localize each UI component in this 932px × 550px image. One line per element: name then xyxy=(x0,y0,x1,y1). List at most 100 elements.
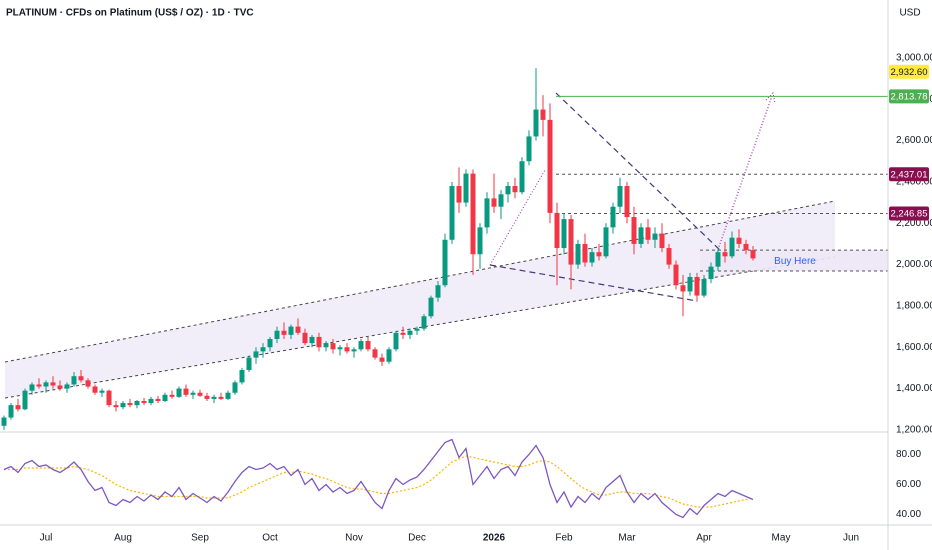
y-tick-label: 1,600.00 xyxy=(896,342,932,353)
candle-body xyxy=(407,330,413,335)
candle-body xyxy=(1,417,7,426)
candle-body xyxy=(400,332,406,335)
candle-body xyxy=(414,328,420,331)
candle-body xyxy=(85,380,91,387)
x-tick-label: Mar xyxy=(618,533,636,544)
candle-body xyxy=(351,349,357,352)
candle-body xyxy=(498,194,504,207)
candle-body xyxy=(134,400,140,406)
candle-body xyxy=(71,376,77,385)
candle-body xyxy=(456,186,462,203)
candle-body xyxy=(526,136,532,162)
candle-body xyxy=(477,227,483,255)
x-tick-label: Jul xyxy=(40,533,53,544)
candle-body xyxy=(666,248,672,265)
y-tick-label: 2,200.00 xyxy=(896,218,932,229)
candle-body xyxy=(428,297,434,317)
candle-body xyxy=(36,384,42,387)
candle-body xyxy=(652,233,658,240)
candle-body xyxy=(330,343,336,350)
candle-body xyxy=(421,316,427,329)
candle-body xyxy=(57,385,63,389)
candle-body xyxy=(568,219,574,265)
price-label-box xyxy=(889,89,929,104)
buy-zone xyxy=(700,250,888,271)
candle-body xyxy=(260,347,266,352)
x-tick-label: Nov xyxy=(345,533,363,544)
candle-body xyxy=(561,219,567,249)
candle-body xyxy=(722,252,728,257)
candle-body xyxy=(589,252,595,263)
candle-body xyxy=(78,376,84,381)
price-label-box xyxy=(889,167,929,182)
candle-body xyxy=(673,264,679,286)
y-tick-label: 1,400.00 xyxy=(896,383,932,394)
x-tick-label: Sep xyxy=(191,533,209,544)
candle-body xyxy=(232,382,238,393)
rsi-tick-label: 40.00 xyxy=(896,509,921,520)
candle-body xyxy=(316,336,322,348)
x-tick-label: Feb xyxy=(555,533,573,544)
candle-body xyxy=(708,266,714,280)
candle-body xyxy=(120,403,126,408)
candle-body xyxy=(358,341,364,350)
candle-body xyxy=(743,243,749,251)
candle-body xyxy=(337,347,343,350)
price-label-box xyxy=(889,206,929,221)
candle-body xyxy=(302,332,308,344)
candle-body xyxy=(393,332,399,350)
candle-body xyxy=(379,357,385,362)
y-tick-label: 1,200.00 xyxy=(896,425,932,436)
candle-body xyxy=(386,349,392,362)
candle-body xyxy=(470,173,476,255)
price-label: 2,932.60 xyxy=(891,67,928,78)
candle-body xyxy=(113,405,119,408)
candle-body xyxy=(365,341,371,350)
candle-body xyxy=(267,338,273,348)
candle-body xyxy=(344,347,350,352)
y-tick-label: 2,400.00 xyxy=(896,177,932,188)
channel-lower xyxy=(4,256,836,399)
candle-body xyxy=(239,369,245,383)
candle-body xyxy=(554,212,560,249)
trendline-lower xyxy=(489,264,698,302)
candle-body xyxy=(519,161,525,193)
candle-body xyxy=(512,186,518,193)
candle-body xyxy=(463,173,469,203)
candle-body xyxy=(29,384,35,391)
candle-body xyxy=(190,392,196,395)
candle-body xyxy=(218,396,224,399)
candle-body xyxy=(211,396,217,399)
candle-body xyxy=(8,405,14,418)
candle-body xyxy=(43,382,49,387)
projection-dotted xyxy=(489,169,546,266)
price-label: 2,813.78 xyxy=(891,91,928,102)
candle-body xyxy=(729,237,735,257)
candle-body xyxy=(645,227,651,240)
candle-body xyxy=(92,386,98,393)
candle-body xyxy=(484,198,490,228)
price-label: 2,437.01 xyxy=(891,169,928,180)
zone-label: Buy Here xyxy=(774,256,816,267)
candle-body xyxy=(491,198,497,207)
rsi-line xyxy=(3,438,754,519)
candle-body xyxy=(295,326,301,333)
channel-fill xyxy=(5,201,835,398)
candle-body xyxy=(127,403,133,406)
candle-body xyxy=(64,384,70,389)
candle-body xyxy=(106,390,112,406)
candle-body xyxy=(155,398,161,401)
x-tick-label: May xyxy=(772,533,791,544)
x-tick-label: Oct xyxy=(262,533,278,544)
plot: Buy Here 1,200.00 1,400.00 1,600.00 1,800.00… xyxy=(1,53,932,544)
trendline-down xyxy=(555,92,723,253)
y-tick-label: 2,000.00 xyxy=(896,259,932,270)
candle-body xyxy=(659,233,665,249)
candle-body xyxy=(610,206,616,228)
candle-body xyxy=(183,388,189,395)
x-tick-label: Jun xyxy=(843,533,859,544)
candle-body xyxy=(99,390,105,393)
price-label: 2,246.85 xyxy=(891,209,928,220)
candle-body xyxy=(148,398,154,404)
candle-body xyxy=(701,279,707,296)
